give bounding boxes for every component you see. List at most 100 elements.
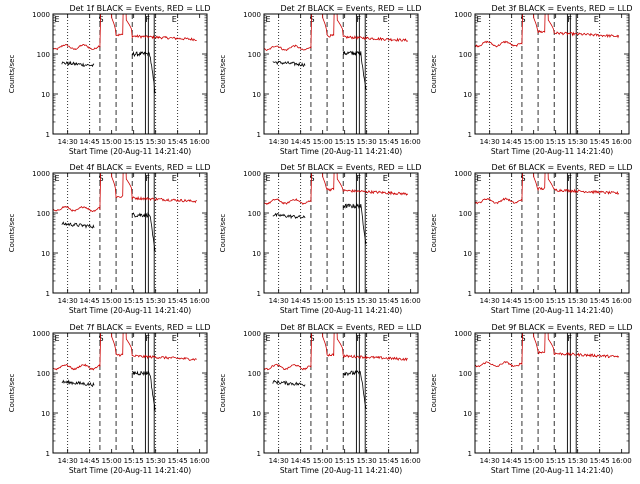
x-tick-label: 15:00 — [524, 297, 544, 305]
plot-frame — [263, 13, 419, 135]
x-tick-label: 15:00 — [102, 297, 122, 305]
x-tick-label: 15:30 — [357, 138, 377, 146]
y-tick-label: 1 — [468, 290, 472, 298]
x-axis-label: Start Time (20-Aug-11 14:21:40) — [280, 147, 402, 156]
events-series-line — [61, 379, 95, 387]
y-axis-label: Counts/sec — [430, 374, 438, 413]
lld-series-line — [53, 14, 197, 51]
panel-det-3: Det 3f BLACK = Events, RED = LLD Counts/s… — [430, 4, 633, 156]
region-marker-label: E — [54, 15, 59, 24]
panel-title: Det 3f BLACK = Events, RED = LLD — [491, 4, 632, 13]
events-series-line — [272, 379, 306, 387]
x-tick-label: 15:45 — [379, 297, 399, 305]
region-marker-label: F — [567, 15, 572, 24]
region-marker-label: E — [383, 15, 388, 24]
lld-series-line — [264, 333, 408, 371]
data-layer — [53, 173, 197, 252]
region-marker-label: S — [98, 174, 103, 183]
data-layer — [264, 14, 408, 90]
x-tick-label: 14:45 — [80, 457, 100, 465]
panel-det-1: Det 1f BLACK = Events, RED = LLD Counts/s… — [8, 4, 211, 156]
x-tick-label: 14:45 — [502, 297, 522, 305]
x-tick-label: 15:45 — [168, 457, 188, 465]
y-tick-label: 100 — [459, 370, 472, 378]
y-tick-label: 1 — [257, 290, 261, 298]
x-axis-label: Start Time (20-Aug-11 14:21:40) — [69, 306, 191, 315]
x-tick-label: 14:30 — [269, 457, 289, 465]
region-marker-label: F — [567, 174, 572, 183]
panel-title: Det 9f BLACK = Events, RED = LLD — [491, 323, 632, 332]
x-tick-label: 16:00 — [190, 297, 210, 305]
panel-det-9: Det 9f BLACK = Events, RED = LLD Counts/s… — [430, 323, 633, 475]
region-marker-label: S — [98, 15, 103, 24]
y-tick-label: 1 — [468, 131, 472, 139]
region-marker-label: F — [356, 15, 361, 24]
region-marker-label: E — [265, 15, 270, 24]
y-tick-label: 10 — [252, 91, 261, 99]
y-tick-label: 10 — [252, 250, 261, 258]
lld-series-line — [475, 173, 620, 205]
y-axis-label: Counts/sec — [219, 374, 227, 413]
region-marker-label: F — [145, 334, 150, 343]
y-tick-label: 100 — [37, 51, 50, 59]
region-marker-label: F — [356, 174, 361, 183]
y-tick-label: 1 — [46, 450, 50, 458]
region-marker-label: E — [383, 174, 388, 183]
x-tick-label: 14:45 — [291, 297, 311, 305]
x-tick-label: 15:15 — [335, 138, 355, 146]
x-tick-label: 16:00 — [401, 138, 421, 146]
x-tick-label: 15:30 — [146, 297, 166, 305]
y-axis-label: Counts/sec — [430, 214, 438, 253]
x-tick-label: 15:45 — [590, 297, 610, 305]
x-tick-label: 16:00 — [612, 138, 632, 146]
x-tick-label: 15:15 — [546, 457, 566, 465]
x-tick-label: 15:45 — [590, 138, 610, 146]
region-marker-label: E — [172, 334, 177, 343]
region-marker-label: E — [265, 334, 270, 343]
data-layer — [264, 333, 408, 409]
x-tick-label: 14:45 — [291, 138, 311, 146]
region-marker-label: F — [567, 334, 572, 343]
x-tick-label: 14:30 — [58, 297, 78, 305]
region-marker-label: S — [520, 334, 525, 343]
y-tick-label: 1000 — [243, 330, 261, 338]
region-marker-label: E — [383, 334, 388, 343]
plot-frame — [474, 172, 630, 294]
y-axis-label: Counts/sec — [8, 214, 16, 253]
x-tick-label: 15:30 — [146, 138, 166, 146]
y-axis-label: Counts/sec — [8, 55, 16, 94]
data-layer — [475, 14, 620, 48]
y-tick-label: 1 — [257, 131, 261, 139]
plot-frame — [474, 13, 630, 135]
plot-frame — [263, 332, 419, 454]
data-layer — [264, 173, 409, 244]
x-tick-label: 15:00 — [313, 138, 333, 146]
data-layer — [53, 14, 197, 94]
x-tick-label: 15:15 — [335, 457, 355, 465]
x-tick-label: 14:45 — [80, 297, 100, 305]
panel-title: Det 8f BLACK = Events, RED = LLD — [280, 323, 421, 332]
x-tick-label: 14:30 — [58, 457, 78, 465]
y-tick-label: 100 — [37, 370, 50, 378]
x-tick-label: 15:15 — [124, 138, 144, 146]
x-tick-label: 15:30 — [568, 297, 588, 305]
x-tick-label: 14:30 — [480, 457, 500, 465]
panel-det-5: Det 5f BLACK = Events, RED = LLD Counts/s… — [219, 163, 422, 315]
region-marker-label: E — [265, 174, 270, 183]
x-tick-label: 14:45 — [80, 138, 100, 146]
y-tick-label: 100 — [248, 51, 261, 59]
y-tick-label: 100 — [459, 51, 472, 59]
region-marker-label: E — [54, 174, 59, 183]
x-tick-label: 14:30 — [269, 297, 289, 305]
x-axis-label: Start Time (20-Aug-11 14:21:40) — [69, 466, 191, 475]
y-tick-label: 1000 — [243, 11, 261, 19]
y-tick-label: 1000 — [243, 170, 261, 178]
x-tick-label: 15:45 — [168, 297, 188, 305]
x-tick-label: 14:45 — [502, 457, 522, 465]
x-tick-label: 16:00 — [612, 297, 632, 305]
y-tick-label: 1 — [46, 290, 50, 298]
x-tick-label: 16:00 — [401, 297, 421, 305]
plot-frame — [52, 13, 208, 135]
